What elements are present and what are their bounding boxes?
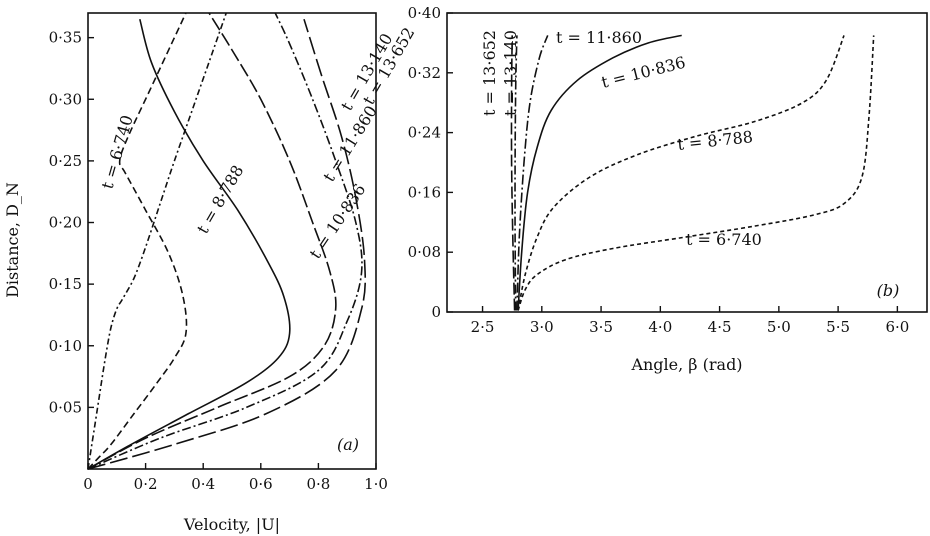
series-line-a (87, 18, 291, 470)
panel-b-xlabel: Angle, β (rad) (630, 355, 742, 374)
y-tick-label: 0·10 (49, 337, 82, 355)
y-tick-label: 0·30 (49, 90, 82, 108)
curve-label-a-6740: t = 6·740 (98, 113, 137, 191)
panel-a-xlabel: Velocity, |U| (183, 515, 280, 534)
x-tick-label: 4·0 (648, 318, 672, 336)
x-tick-label: 0 (83, 475, 93, 493)
y-tick-label: 0·35 (49, 29, 82, 47)
panel-a-curves (87, 12, 367, 470)
y-tick-label: 0·08 (408, 243, 441, 261)
curve-label-b-13652: t = 13·652 (480, 30, 499, 116)
y-tick-label: 0·24 (408, 124, 441, 142)
y-tick-label: 0·05 (49, 398, 82, 416)
series-line-a (87, 12, 188, 470)
x-tick-label: 3·0 (530, 318, 554, 336)
series-line-b (514, 35, 518, 311)
curve-label-b-11860: t = 11·860 (556, 28, 642, 47)
x-tick-label: 6·0 (885, 318, 909, 336)
series-line-b (517, 34, 682, 311)
series-line-b (516, 35, 549, 311)
series-line-a (87, 12, 227, 470)
series-line-b (517, 35, 845, 311)
panel-b-ticks: 2·5 3·0 3·5 4·0 4·5 5·0 5·5 6·0 0 0·08 0·16 0·24 0·3… (408, 4, 910, 336)
panel-b-curves (510, 34, 875, 311)
curve-label-b-13140: t = 13·140 (501, 30, 520, 116)
y-tick-label: 0·16 (408, 183, 441, 201)
series-line-b (510, 35, 516, 311)
series-line-a (87, 12, 337, 470)
x-tick-label: 5·5 (826, 318, 850, 336)
panel-a-ticks: 0 0·2 0·4 0·6 0·8 1·0 0·05 0·10 0·15 0·20 0·25 0·30… (49, 29, 388, 493)
series-line-a (87, 18, 367, 470)
y-tick-label: 0·25 (49, 152, 82, 170)
panel-a-ylabel: Distance, D_N (3, 182, 22, 298)
x-tick-label: 4·5 (708, 318, 732, 336)
x-tick-label: 0·2 (134, 475, 158, 493)
x-tick-label: 2·5 (471, 318, 495, 336)
series-line-b (517, 35, 875, 311)
y-tick-label: 0·20 (49, 214, 82, 232)
series-line-a (87, 12, 363, 470)
panel-b-frame (446, 12, 928, 313)
x-tick-label: 0·8 (306, 475, 330, 493)
panel-a-frame (87, 12, 377, 470)
y-tick-label: 0 (431, 303, 441, 321)
y-tick-label: 0·32 (408, 64, 441, 82)
panel-a-label: (a) (337, 435, 359, 454)
panel-b-label: (b) (877, 281, 900, 300)
x-tick-label: 5·0 (767, 318, 791, 336)
curve-label-b-6740: t = 6·740 (686, 230, 762, 249)
x-tick-label: 3·5 (589, 318, 613, 336)
y-tick-label: 0·15 (49, 275, 82, 293)
x-tick-label: 0·6 (249, 475, 273, 493)
curve-label-b-8788: t = 8·788 (676, 127, 753, 154)
y-tick-label: 0·40 (408, 4, 441, 22)
x-tick-label: 1·0 (364, 475, 388, 493)
curve-label-a-8788: t = 8·788 (193, 162, 247, 237)
x-tick-label: 0·4 (191, 475, 215, 493)
